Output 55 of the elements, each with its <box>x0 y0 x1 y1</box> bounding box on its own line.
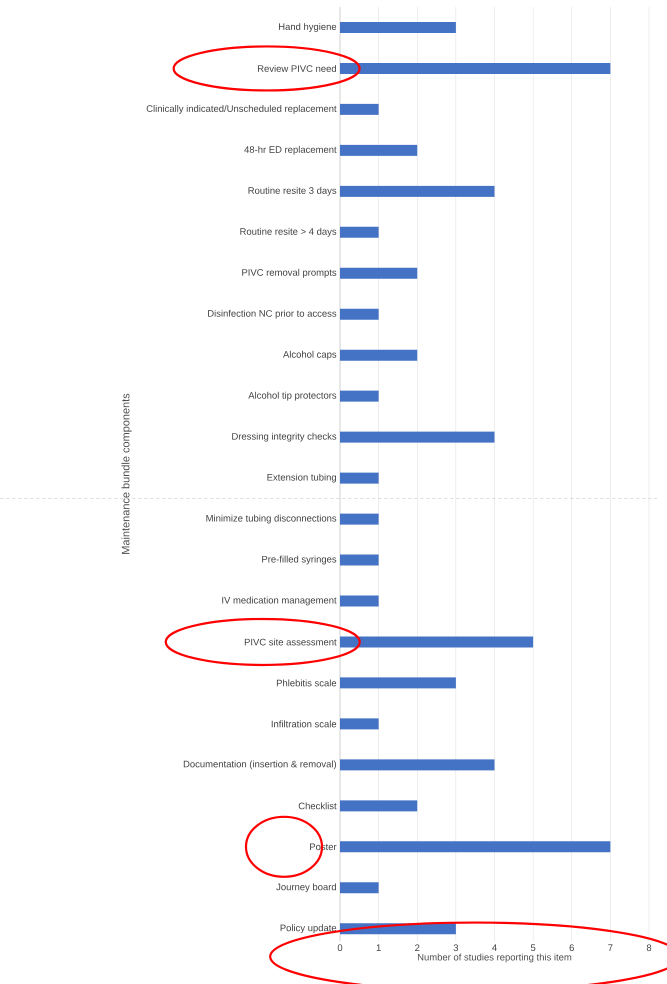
y-tick-label: PIVC removal prompts <box>242 268 336 278</box>
y-tick-label: Dressing integrity checks <box>232 432 336 442</box>
y-tick-label: Infiltration scale <box>272 720 336 728</box>
y-tick-label: Disinfection NC prior to access <box>208 310 336 319</box>
bar <box>340 390 379 402</box>
y-tick-label: Phlebitis scale <box>276 679 336 686</box>
bar <box>340 226 379 238</box>
x-tick-label: 3 <box>454 944 458 952</box>
y-tick-label: Alcohol caps <box>283 350 336 360</box>
bar <box>340 104 379 115</box>
y-tick-label: Checklist <box>298 802 337 810</box>
bar <box>340 144 418 156</box>
bar <box>340 677 456 688</box>
bar <box>340 882 379 894</box>
bar <box>340 759 494 770</box>
bar <box>340 841 610 852</box>
x-axis-title: Number of studies reporting this item <box>418 954 572 962</box>
y-tick-label: Review PIVC need <box>258 64 336 72</box>
y-tick-label: Minimize tubing disconnections <box>206 514 336 524</box>
bar <box>340 62 610 74</box>
bar <box>340 22 456 33</box>
y-tick-label: 48-hr ED replacement <box>244 146 337 155</box>
bar <box>340 636 534 648</box>
bar <box>340 554 379 566</box>
x-tick-label: 4 <box>492 944 497 951</box>
x-tick-label: 5 <box>530 944 536 951</box>
x-tick-label: 7 <box>608 944 613 951</box>
y-tick-label: Documentation (insertion & removal) <box>184 760 336 770</box>
x-tick-label: 2 <box>415 944 420 951</box>
y-tick-label: Policy update <box>280 924 336 934</box>
bar <box>340 350 418 361</box>
bar <box>340 514 379 525</box>
y-tick-label: Routine resite > 4 days <box>240 228 336 237</box>
bar <box>340 186 494 197</box>
y-tick-label: Hand hygiene <box>279 23 336 32</box>
x-tick-label: 8 <box>646 944 652 952</box>
y-tick-label: Clinically indicated/Unscheduled replacement <box>146 105 337 114</box>
bar <box>340 432 494 443</box>
y-axis-title: Maintenance bundle components <box>121 394 132 554</box>
bar <box>340 308 379 320</box>
y-tick-label: IV medication management <box>222 596 337 606</box>
bar <box>340 718 379 730</box>
y-tick-label: Alcohol tip protectors <box>248 392 336 401</box>
y-tick-label: PIVC site assessment <box>244 638 337 646</box>
y-tick-label: Journey board <box>276 883 336 892</box>
bar <box>340 595 379 606</box>
bar <box>340 800 418 812</box>
y-tick-label: Extension tubing <box>267 474 336 483</box>
x-tick-label: 1 <box>376 944 381 951</box>
x-tick-label: 6 <box>570 944 574 952</box>
bar <box>340 268 418 279</box>
x-tick-label: 0 <box>338 944 342 952</box>
y-tick-label: Routine resite 3 days <box>248 186 336 196</box>
y-tick-label: Pre-filled syringes <box>262 556 336 564</box>
bar <box>340 472 379 484</box>
